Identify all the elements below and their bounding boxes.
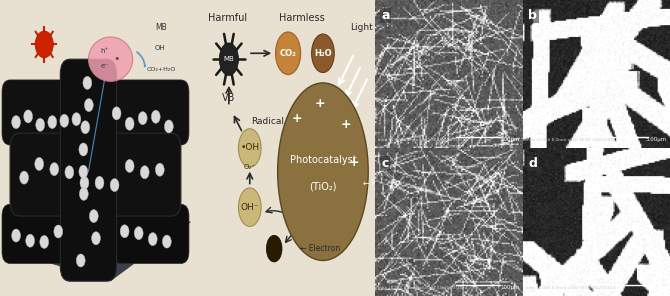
Circle shape: [48, 115, 57, 128]
Circle shape: [162, 235, 172, 248]
Text: 5.00μm: 5.00μm: [646, 285, 667, 290]
Circle shape: [151, 110, 160, 123]
Text: H₂O: H₂O: [314, 49, 332, 58]
Ellipse shape: [88, 37, 133, 81]
Circle shape: [148, 233, 157, 246]
Text: ← Electron: ← Electron: [300, 244, 340, 253]
Circle shape: [36, 118, 45, 131]
Circle shape: [164, 120, 174, 133]
Text: c: c: [381, 157, 389, 170]
Circle shape: [11, 116, 21, 129]
Text: OH: OH: [155, 45, 165, 51]
Circle shape: [35, 31, 54, 58]
Text: Photocatalyst: Photocatalyst: [289, 155, 356, 165]
Text: •: •: [113, 54, 120, 64]
Circle shape: [219, 43, 239, 75]
Text: a: a: [381, 9, 389, 22]
Text: Inha 15.0kV 8.0mm x500 SE(U) 10/23/2014: Inha 15.0kV 8.0mm x500 SE(U) 10/23/2014: [525, 286, 615, 290]
Text: +: +: [314, 97, 325, 110]
Circle shape: [266, 235, 282, 262]
Text: CO₂: CO₂: [279, 49, 297, 58]
Text: +: +: [291, 112, 302, 125]
Circle shape: [65, 166, 74, 179]
Circle shape: [81, 121, 90, 134]
Text: 100μm: 100μm: [500, 285, 520, 290]
Text: O₂⁻: O₂⁻: [244, 164, 256, 170]
FancyBboxPatch shape: [113, 204, 189, 263]
Text: Inha 15.0kV 8.0mm x500 SE(U) 10/23/2014: Inha 15.0kV 8.0mm x500 SE(U) 10/23/2014: [378, 286, 468, 290]
Circle shape: [83, 76, 92, 89]
Circle shape: [23, 110, 33, 123]
Circle shape: [89, 210, 98, 223]
Circle shape: [11, 229, 21, 242]
FancyBboxPatch shape: [2, 80, 88, 145]
Text: e⁻: e⁻: [100, 63, 109, 69]
Text: Radical: Radical: [251, 117, 283, 126]
Text: MB: MB: [155, 22, 167, 32]
Circle shape: [95, 176, 104, 189]
Circle shape: [312, 34, 334, 73]
Circle shape: [76, 254, 85, 267]
Text: Inha 15.0kV 8.0mm x500 SE(U) 10/23/2014: Inha 15.0kV 8.0mm x500 SE(U) 10/23/2014: [525, 138, 615, 142]
Circle shape: [19, 171, 29, 184]
Text: h⁺: h⁺: [100, 48, 109, 54]
Text: (TiO₂): (TiO₂): [309, 181, 337, 192]
Circle shape: [134, 227, 143, 240]
Text: ← Hole: ← Hole: [363, 179, 389, 188]
Circle shape: [72, 113, 81, 126]
Circle shape: [60, 114, 69, 127]
Text: Harmless: Harmless: [279, 13, 325, 23]
Text: +: +: [349, 156, 360, 169]
Text: Harmful: Harmful: [208, 13, 247, 23]
Circle shape: [120, 225, 129, 238]
Circle shape: [110, 178, 119, 192]
Text: •OH: •OH: [241, 144, 259, 152]
Polygon shape: [10, 184, 191, 281]
FancyBboxPatch shape: [10, 133, 181, 216]
Circle shape: [79, 187, 88, 200]
Circle shape: [239, 188, 261, 226]
Text: d: d: [529, 157, 537, 170]
Text: 100μm: 100μm: [500, 137, 520, 142]
Circle shape: [275, 32, 301, 75]
Circle shape: [80, 176, 89, 189]
Text: MB: MB: [224, 56, 234, 62]
Circle shape: [50, 163, 59, 176]
Text: +: +: [340, 118, 351, 131]
Text: Light: Light: [350, 22, 373, 32]
Circle shape: [25, 234, 35, 247]
FancyBboxPatch shape: [2, 204, 78, 263]
Circle shape: [125, 117, 134, 130]
Text: OH⁻: OH⁻: [241, 203, 259, 212]
Circle shape: [140, 166, 149, 179]
FancyBboxPatch shape: [103, 80, 189, 145]
Circle shape: [79, 143, 88, 156]
Circle shape: [92, 232, 100, 245]
Circle shape: [125, 160, 134, 173]
FancyBboxPatch shape: [60, 59, 117, 281]
Text: b: b: [529, 9, 537, 22]
Ellipse shape: [277, 83, 369, 260]
FancyArrowPatch shape: [137, 52, 145, 66]
Circle shape: [40, 235, 49, 248]
Text: CO₂+H₂O: CO₂+H₂O: [147, 67, 176, 72]
Circle shape: [112, 107, 121, 120]
Circle shape: [155, 163, 164, 176]
Circle shape: [35, 157, 44, 170]
Circle shape: [84, 99, 93, 112]
Circle shape: [54, 225, 63, 238]
Text: Inha 15.0kV 8.0mm x500 SE(U) 10/23/2014: Inha 15.0kV 8.0mm x500 SE(U) 10/23/2014: [378, 138, 468, 142]
Circle shape: [239, 129, 261, 167]
Text: VB: VB: [222, 93, 236, 103]
Circle shape: [138, 112, 147, 125]
Text: 5.00μm: 5.00μm: [646, 137, 667, 142]
Circle shape: [79, 165, 88, 178]
